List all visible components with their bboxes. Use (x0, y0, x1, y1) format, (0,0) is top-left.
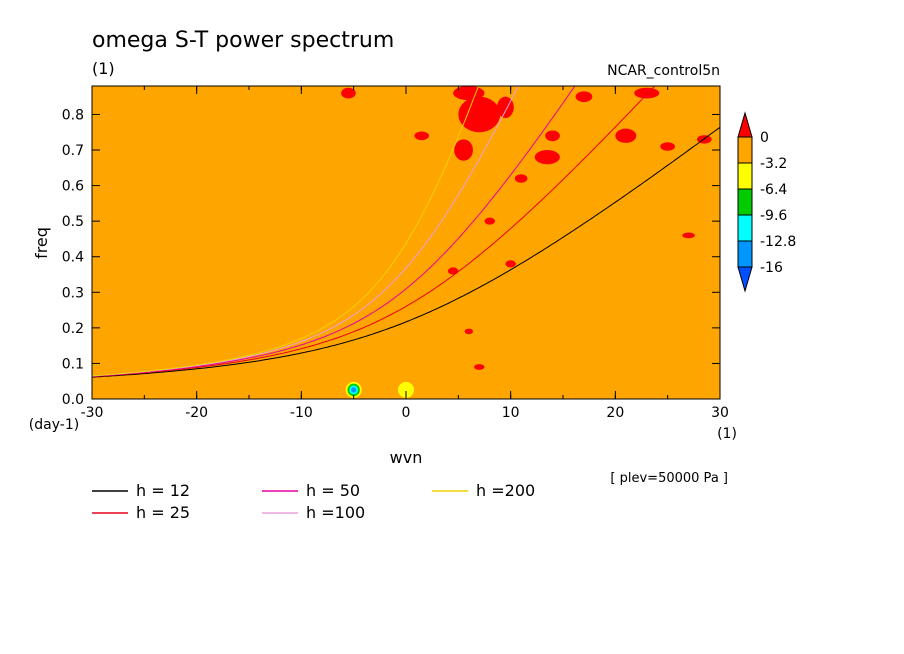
red-patch (341, 87, 356, 99)
legend-label: h = 12 (136, 481, 190, 500)
dispersion-curve-h25 (92, 86, 656, 378)
colorbar-level-label: -16 (760, 260, 783, 276)
red-patch (575, 91, 593, 103)
x-tick-label: 30 (711, 405, 729, 421)
x-tick-label: -10 (290, 405, 313, 421)
legend-label: h =100 (306, 503, 365, 522)
experiment-label: NCAR_control5n (607, 63, 720, 79)
red-patch (453, 86, 485, 101)
red-patch (634, 87, 660, 99)
red-patch (505, 260, 516, 268)
red-patch (474, 364, 485, 370)
colorbar-level-label: -3.2 (760, 156, 787, 172)
axis-ticks: -30 -20 -10 0 10 20 30 0.0 0.1 0.2 0.3 0.4 0.5 0.6 0.7… (62, 86, 729, 421)
red-patch (484, 217, 495, 225)
dispersion-curve-h12 (92, 126, 720, 378)
colorbar-level-label: -9.6 (760, 208, 787, 224)
y-tick-label: 0.8 (62, 107, 84, 123)
red-patch (458, 96, 501, 133)
red-patch (454, 139, 473, 161)
colorbar-level-label: 0 (760, 130, 769, 146)
y-tick-label: 0.0 (62, 392, 84, 408)
y-tick-label: 0.7 (62, 143, 84, 159)
low-power-spot (398, 381, 414, 398)
x-tick-label: -20 (185, 405, 208, 421)
colorbar-segment (737, 136, 753, 164)
red-patch (615, 128, 637, 143)
y-tick-label: 0.6 (62, 179, 84, 195)
red-patch (514, 174, 528, 183)
red-patch (682, 232, 695, 239)
x-axis-unit: (1) (717, 426, 737, 442)
x-axis-label: wvn (390, 448, 423, 467)
y-tick-label: 0.4 (62, 250, 84, 266)
legend-label: h = 50 (306, 481, 360, 500)
title-units: (1) (92, 59, 115, 78)
colorbar: 0 -3.2 -6.4 -9.6 -12.8 -16 (737, 111, 796, 293)
colorbar-top-arrow (737, 111, 753, 138)
red-patch (414, 131, 430, 141)
dispersion-curve-h50 (92, 86, 576, 377)
y-tick-label: 0.2 (62, 321, 84, 337)
dispersion-curve-h100 (92, 86, 519, 377)
dispersion-curve-h200 (92, 86, 480, 377)
legend-label: h =200 (476, 481, 535, 500)
low-power-spot (351, 387, 357, 393)
colorbar-level-label: -6.4 (760, 182, 787, 198)
chart-title: omega S-T power spectrum (92, 28, 394, 53)
colorbar-segment (737, 214, 753, 242)
legend-label: h = 25 (136, 503, 190, 522)
red-patch (447, 267, 459, 275)
plot-area (91, 85, 721, 400)
colorbar-segment (737, 240, 753, 268)
colorbar-level-label: -12.8 (760, 234, 796, 250)
x-tick-label: 10 (502, 405, 520, 421)
colorbar-segment (737, 162, 753, 190)
legend: h = 12 h = 25 h = 50 h =100 h =200 (92, 481, 535, 522)
colorbar-segment (737, 188, 753, 216)
x-tick-label: 0 (402, 405, 411, 421)
y-tick-label: 0.1 (62, 356, 84, 372)
colorbar-bottom-arrow (737, 266, 753, 293)
y-axis-unit: (day-1) (29, 417, 79, 433)
y-tick-label: 0.5 (62, 214, 84, 230)
y-tick-label: 0.3 (62, 285, 84, 301)
x-tick-label: -30 (81, 405, 104, 421)
red-patch (660, 142, 675, 151)
red-patch (534, 150, 560, 165)
red-patch (464, 328, 473, 335)
x-tick-label: 20 (606, 405, 624, 421)
y-axis-label: freq (32, 227, 51, 259)
plev-note: [ plev=50000 Pa ] (610, 471, 728, 486)
red-patch (545, 130, 560, 142)
